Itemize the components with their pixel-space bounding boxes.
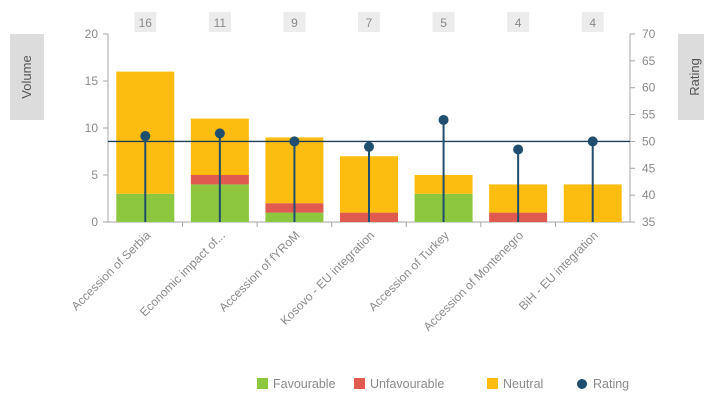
legend-marker-rating [577, 379, 587, 389]
y2-tick-label: 70 [642, 27, 656, 41]
y2-tick-label: 55 [642, 108, 656, 122]
total-label-box [283, 12, 306, 32]
ylabel-box [10, 34, 44, 120]
legend-swatch-neutral [487, 378, 498, 389]
rating-point [438, 114, 449, 125]
rating-point [364, 141, 374, 152]
total-label: 4 [515, 16, 522, 30]
category-label: BiH - EU integration [516, 228, 601, 313]
y-tick-label: 20 [85, 27, 99, 41]
rating-point [587, 136, 598, 147]
category-label: Accession of fYRoM [216, 228, 302, 314]
y-axis-ticks: 0 5 10 15 20 [85, 27, 108, 229]
category-label: Accession of Serbia [69, 228, 154, 313]
legend-swatch-favourable [257, 378, 268, 389]
legend-label: Unfavourable [370, 377, 444, 391]
legend-label: Favourable [273, 377, 336, 391]
y2-tick-label: 35 [642, 215, 656, 229]
ylabel: Volume [19, 55, 34, 98]
rating-point [214, 128, 225, 139]
legend: Favourable Unfavourable Neutral Rating [257, 377, 629, 391]
total-label-box [208, 12, 231, 32]
total-label-box [581, 12, 604, 32]
total-label: 4 [589, 16, 596, 30]
total-label-box [134, 12, 157, 32]
total-label: 7 [366, 16, 373, 30]
y2-tick-label: 65 [642, 54, 656, 68]
category-label: Economic impact of... [137, 228, 228, 319]
category-label: Accession of Turkey [366, 228, 452, 314]
y-tick-label: 5 [91, 168, 98, 182]
y2label-box [678, 34, 704, 120]
y2-tick-label: 60 [642, 81, 656, 95]
total-label-box [432, 12, 455, 32]
rating-markers [140, 114, 598, 222]
y-tick-label: 15 [85, 74, 99, 88]
total-label: 5 [440, 16, 447, 30]
y2label: Rating [687, 58, 702, 96]
total-label: 9 [291, 16, 298, 30]
rating-point [289, 136, 300, 147]
total-labels: 16 11 9 7 5 4 4 [134, 12, 604, 32]
y2-tick-label: 50 [642, 134, 656, 148]
y2-axis-ticks: 35 40 45 50 55 60 65 70 [630, 27, 656, 229]
rating-point [513, 144, 524, 155]
rating-point [140, 131, 151, 142]
legend-swatch-unfavourable [354, 378, 365, 389]
total-label: 16 [139, 16, 153, 30]
y-tick-label: 0 [91, 215, 98, 229]
total-label-box [358, 12, 380, 32]
y2-tick-label: 45 [642, 161, 656, 175]
y2-tick-label: 40 [642, 188, 656, 202]
y-tick-label: 10 [85, 121, 99, 135]
total-label: 11 [214, 16, 227, 30]
legend-label: Rating [593, 377, 629, 391]
total-label-box [507, 12, 530, 32]
legend-label: Neutral [503, 377, 543, 391]
